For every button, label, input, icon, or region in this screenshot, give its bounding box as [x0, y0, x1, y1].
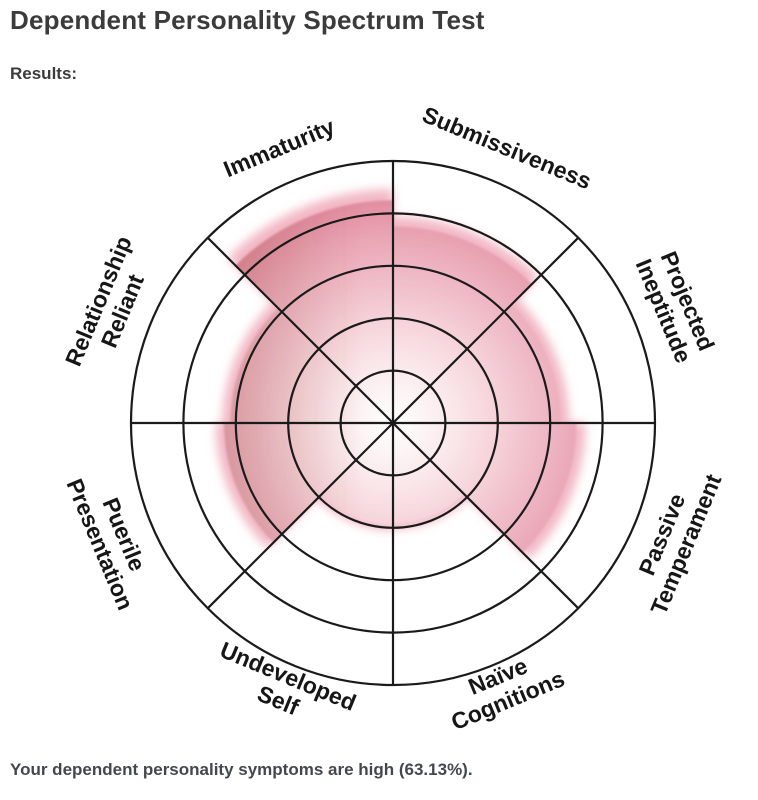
sector-label-undeveloped-self: UndevelopedSelf: [207, 637, 360, 740]
sector-label-relationship-reliant: RelationshipReliant: [60, 232, 161, 379]
page-title: Dependent Personality Spectrum Test: [10, 5, 485, 35]
sector-label-puerile-presentation: PuerilePresentation: [61, 465, 162, 614]
chart-grid: [129, 159, 657, 687]
grid-spoke: [392, 422, 580, 610]
results-label: Results:: [10, 64, 78, 83]
grid-spoke: [392, 236, 580, 424]
sector-label-submissiveness: Submissiveness: [419, 101, 595, 194]
grid-spoke: [206, 236, 394, 424]
sector-label-na-ve-cognitions: NaïveCognitions: [437, 641, 568, 735]
chart-fill: [215, 189, 586, 560]
grid-spoke: [206, 422, 394, 610]
sector-label-passive-temperament: PassiveTemperament: [621, 460, 726, 618]
fill-left-tint: [224, 200, 577, 553]
summary-text: Your dependent personality symptoms are …: [10, 760, 473, 779]
